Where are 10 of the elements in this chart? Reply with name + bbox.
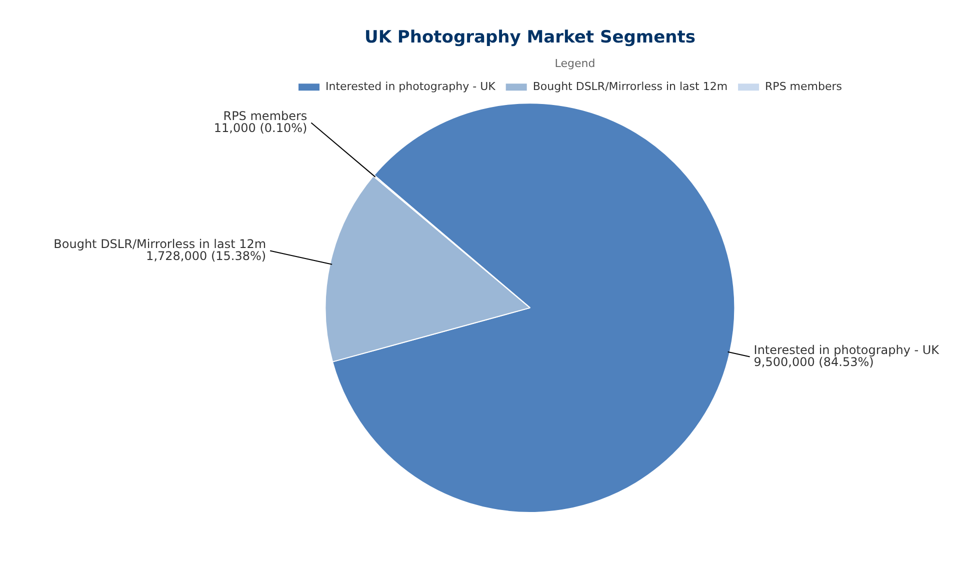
legend-label: RPS members — [765, 80, 842, 93]
legend-label: Bought DSLR/Mirrorless in last 12m — [532, 80, 728, 93]
legend-label: Interested in photography - UK — [326, 80, 496, 93]
chart-title: UK Photography Market Segments — [364, 28, 696, 48]
legend-title: Legend — [554, 56, 596, 70]
data-label: 11,000 (0.10%) — [214, 120, 308, 135]
slice-label: RPS members — [223, 108, 308, 123]
slice-label: Bought DSLR/Mirrorless in last 12m — [54, 236, 266, 251]
data-label: 1,728,000 (15.38%) — [146, 248, 266, 263]
slice-label: Interested in photography - UK — [754, 342, 940, 357]
